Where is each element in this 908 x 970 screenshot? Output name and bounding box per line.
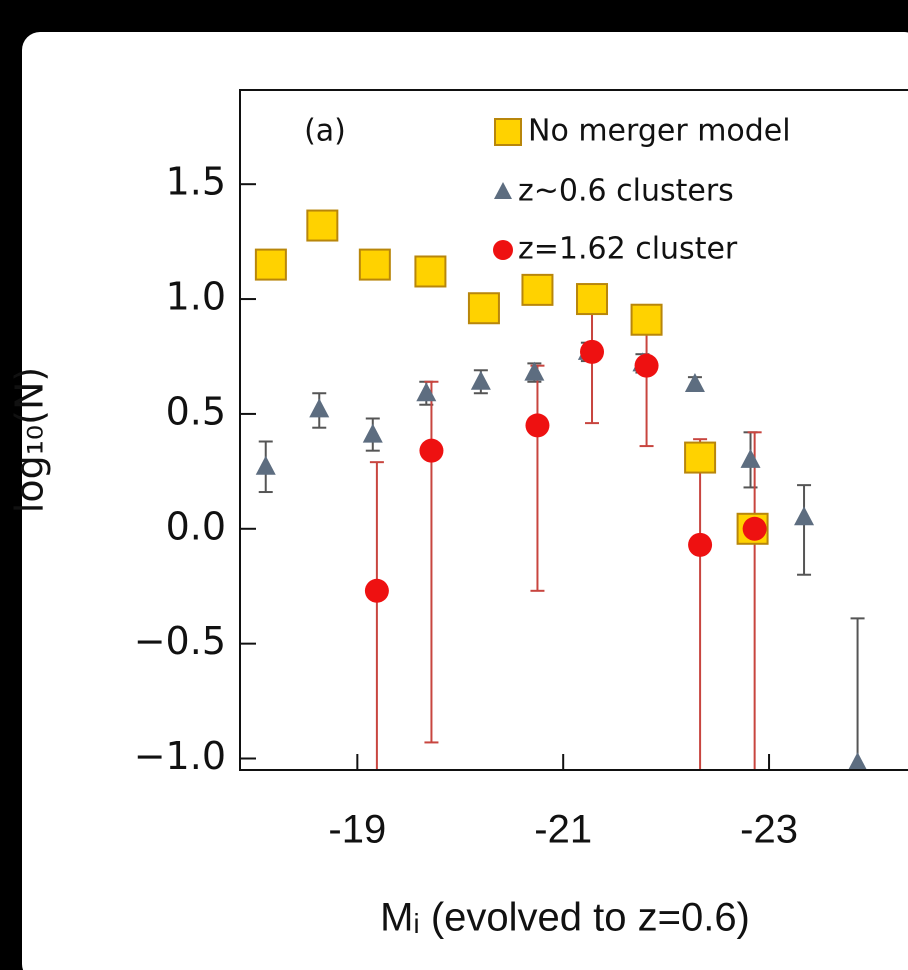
triangle-marker	[416, 382, 437, 402]
triangle-marker	[362, 423, 383, 443]
x-tick-label: -23	[740, 808, 798, 852]
y-tick-label: 1.0	[166, 275, 226, 319]
triangle-marker	[255, 455, 276, 475]
square-marker	[684, 441, 717, 474]
y-tick-label: −1.0	[134, 734, 226, 778]
triangle-marker	[684, 373, 705, 393]
circle-marker	[688, 532, 713, 557]
y-axis-label: log₁₀(N)	[8, 367, 52, 513]
circle-marker	[580, 339, 605, 364]
y-tick-label: 0.0	[166, 504, 226, 548]
y-tick-label: 1.5	[166, 160, 226, 204]
error-bar	[747, 431, 762, 770]
legend-marker	[494, 118, 522, 146]
square-marker	[358, 248, 391, 281]
triangle-marker	[740, 448, 761, 468]
y-tick-label: 0.5	[166, 389, 226, 433]
square-marker	[414, 255, 447, 288]
circle-marker	[634, 353, 659, 378]
x-tick-label: -19	[328, 808, 386, 852]
triangle-marker	[794, 506, 815, 526]
panel-label: (a)	[304, 114, 346, 149]
triangle-marker	[309, 398, 330, 418]
plot-area	[254, 209, 867, 770]
legend-marker	[493, 240, 513, 260]
circle-marker	[742, 516, 767, 541]
square-marker	[576, 283, 609, 316]
error-bar	[693, 438, 708, 770]
square-marker	[306, 209, 339, 242]
square-marker	[630, 303, 663, 336]
triangle-marker	[848, 752, 867, 770]
square-marker	[521, 273, 554, 306]
legend-label: z=1.62 cluster	[518, 232, 738, 267]
x-tick-label: -21	[534, 808, 592, 852]
x-axis-label: Mᵢ (evolved to z=0.6)	[380, 896, 750, 940]
circle-marker	[419, 438, 444, 463]
y-tick-label: −0.5	[134, 619, 226, 663]
circle-marker	[525, 413, 550, 438]
square-marker	[254, 248, 287, 281]
triangle-marker	[470, 370, 491, 390]
legend-label: z~0.6 clusters	[518, 174, 734, 209]
square-marker	[467, 292, 500, 325]
circle-marker	[364, 578, 389, 603]
error-bar	[797, 484, 812, 576]
triangle-marker	[524, 361, 545, 381]
slide-panel	[22, 32, 908, 970]
legend-label: No merger model	[528, 114, 791, 149]
error-bar	[369, 461, 384, 770]
legend-marker	[494, 182, 512, 199]
plot-frame	[239, 89, 908, 771]
